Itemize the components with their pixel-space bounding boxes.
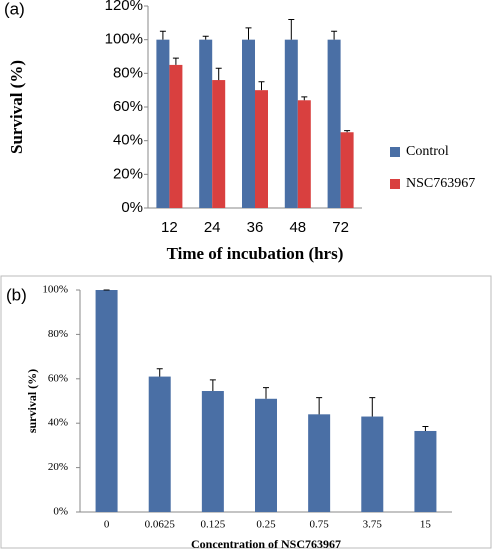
bar (414, 430, 437, 512)
y-tick-label: 100% (105, 31, 143, 48)
bar (361, 416, 384, 512)
error-bar (422, 426, 429, 431)
error-bar (331, 30, 338, 40)
bar (297, 100, 311, 208)
legend-swatch (390, 179, 400, 189)
x-tick-label: 36 (247, 219, 264, 236)
y-tick-label: 0% (53, 506, 68, 518)
x-tick-label: 0.25 (256, 519, 276, 531)
y-tick-label: 80% (113, 64, 143, 81)
bar (169, 64, 183, 209)
error-bar (344, 130, 351, 133)
y-tick-label: 120% (105, 0, 143, 14)
bar (284, 39, 298, 208)
x-tick-label: 3.75 (363, 519, 383, 531)
error-bar (369, 397, 376, 417)
legend-label: Control (406, 144, 449, 159)
panel-label: (a) (4, 0, 25, 18)
error-bar (209, 379, 216, 392)
bar (308, 414, 331, 512)
y-tick-label: 100% (42, 284, 68, 296)
panel-label: (b) (6, 285, 27, 304)
error-bar (172, 57, 179, 65)
x-tick-label: 72 (332, 219, 349, 236)
error-bar (301, 96, 308, 101)
legend-label: NSC763967 (406, 176, 475, 191)
x-axis-title: Concentration of NSC763967 (191, 537, 341, 551)
error-bar (245, 27, 252, 40)
y-tick-label: 60% (48, 372, 68, 384)
bar (255, 90, 268, 208)
x-tick-label: 48 (289, 219, 306, 236)
y-tick-label: 20% (48, 461, 68, 473)
legend-swatch (390, 147, 400, 157)
x-tick-label: 0.0625 (145, 519, 176, 531)
bar (156, 39, 170, 208)
error-bar (202, 35, 209, 40)
bar (201, 391, 224, 512)
y-tick-label: 40% (48, 417, 68, 429)
y-axis-title: Survival (%) (7, 60, 26, 154)
x-tick-label: 0 (104, 519, 110, 531)
x-tick-label: 24 (204, 219, 221, 236)
x-axis-title: Time of incubation (hrs) (167, 244, 344, 263)
error-bar (316, 397, 323, 415)
bar (148, 376, 171, 512)
bar (242, 39, 255, 208)
y-tick-label: 20% (113, 165, 143, 182)
x-tick-label: 12 (161, 219, 178, 236)
x-tick-label: 15 (420, 519, 432, 531)
bar (212, 80, 226, 208)
error-bar (215, 67, 222, 81)
error-bar (159, 30, 166, 40)
error-bar (288, 18, 295, 40)
error-bar (263, 387, 269, 399)
bar (255, 398, 277, 512)
bar (95, 290, 118, 512)
panel-frame (0, 275, 492, 549)
error-bar (258, 81, 265, 91)
x-tick-label: 0.75 (310, 519, 330, 531)
y-tick-label: 80% (48, 328, 68, 340)
bar (340, 132, 354, 208)
y-axis-title: survival (%) (25, 369, 39, 433)
y-tick-label: 0% (121, 199, 143, 216)
error-bar (156, 368, 163, 377)
x-tick-label: 0.125 (200, 519, 225, 531)
y-tick-label: 60% (113, 98, 143, 115)
y-tick-label: 40% (113, 132, 143, 149)
bar (199, 39, 213, 208)
bar (327, 39, 341, 208)
